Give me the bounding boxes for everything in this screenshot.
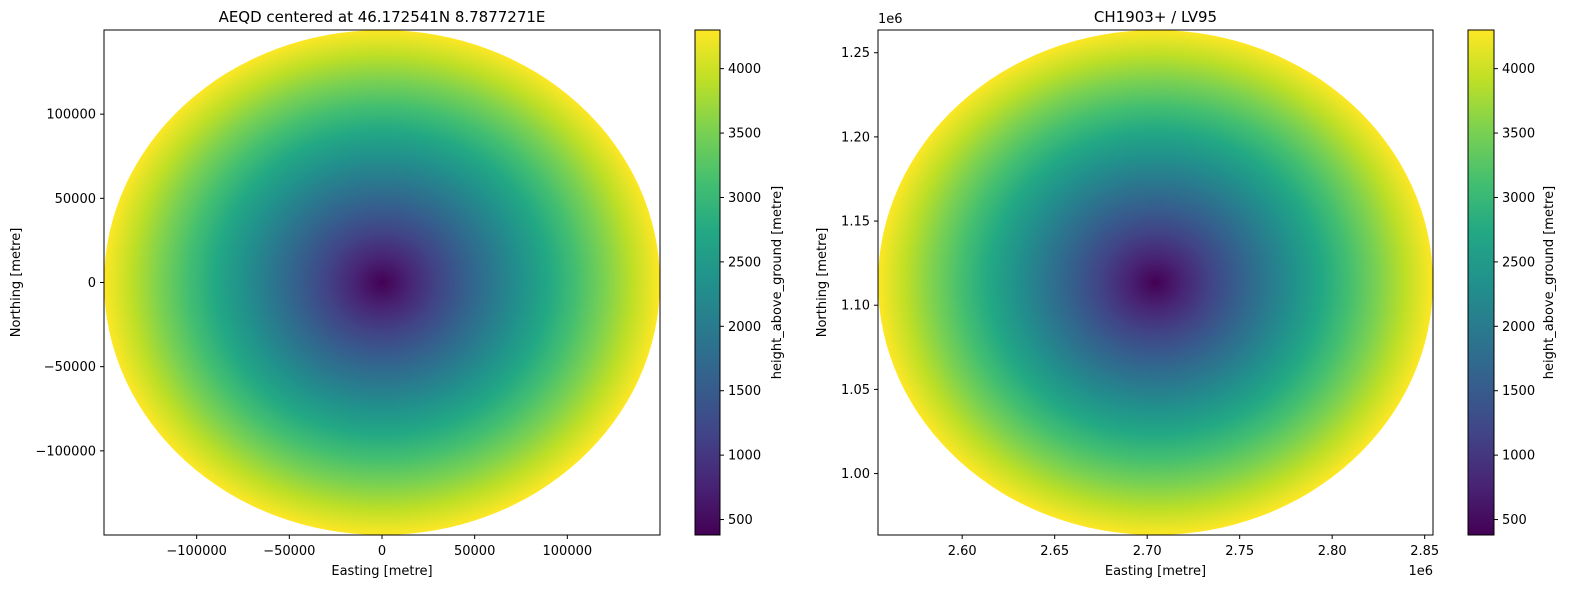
y-tick-label: −50000 [44, 360, 96, 375]
chart-panel-1: −100000 −50000 0 50000 100000 −100000 −50000 0 5… [9, 8, 785, 579]
x-tick-label: −50000 [263, 544, 315, 559]
colorbar-tick-label: 3000 [1502, 191, 1535, 206]
y-axis-label: Northing [metre] [815, 228, 830, 338]
y-axis-label: Northing [metre] [9, 228, 24, 338]
x-offset-label: 1e6 [1408, 564, 1433, 579]
colorbar-tick-label: 3500 [1502, 127, 1535, 142]
x-tick-label: 2.85 [1410, 544, 1439, 559]
colorbar-tick-label: 2500 [1502, 255, 1535, 270]
x-tick-label: −100000 [166, 544, 227, 559]
colorbar-tick-label: 1500 [728, 384, 761, 399]
chart-title: AEQD centered at 46.172541N 8.7877271E [219, 8, 546, 26]
colorbar-tick-label: 2000 [728, 320, 761, 335]
y-tick-label: 1.05 [841, 383, 870, 398]
x-tick-label: 50000 [454, 544, 495, 559]
colorbar-tick-label: 500 [1502, 513, 1527, 528]
colorbar-label: height_above_ground [metre] [770, 186, 785, 379]
height-field-disc [878, 30, 1433, 535]
colorbar-tick-label: 3500 [728, 127, 761, 142]
x-axis-label: Easting [metre] [1105, 564, 1206, 579]
colorbar-tick-label: 2000 [1502, 320, 1535, 335]
colorbar [694, 29, 721, 536]
colorbar-label: height_above_ground [metre] [1542, 186, 1557, 379]
chart-title: CH1903+ / LV95 [1094, 8, 1217, 26]
colorbar-tick-label: 4000 [1502, 62, 1535, 77]
plot-frame [877, 29, 1434, 536]
y-tick-label: 100000 [46, 108, 96, 123]
colorbar [1467, 29, 1495, 536]
x-tick-label: 2.75 [1225, 544, 1254, 559]
y-tick-label: 50000 [55, 192, 96, 207]
colorbar-tick-label: 2500 [728, 255, 761, 270]
colorbar-tick-label: 1000 [1502, 449, 1535, 464]
y-tick-label: 1.20 [841, 130, 870, 145]
x-axis-label: Easting [metre] [331, 564, 432, 579]
y-tick-label: 1.15 [841, 215, 870, 230]
chart-panel-2: 2.60 2.65 2.70 2.75 2.80 2.85 1.00 1.05 1.10 1.15… [815, 8, 1557, 579]
y-offset-label: 1e6 [878, 12, 903, 27]
colorbar-tick-label: 500 [728, 513, 753, 528]
y-tick-label: 1.25 [841, 46, 870, 61]
y-tick-label: 0 [88, 276, 96, 291]
x-tick-label: 2.60 [948, 544, 977, 559]
x-tick-label: 2.80 [1318, 544, 1347, 559]
x-tick-label: 2.70 [1133, 544, 1162, 559]
x-tick-label: 0 [378, 544, 386, 559]
height-field-disc [104, 30, 660, 535]
colorbar-tick-label: 1500 [1502, 384, 1535, 399]
y-tick-label: 1.10 [841, 299, 870, 314]
x-tick-label: 2.65 [1040, 544, 1069, 559]
colorbar-tick-label: 4000 [728, 62, 761, 77]
colorbar-tick-label: 3000 [728, 191, 761, 206]
x-tick-label: 100000 [543, 544, 593, 559]
y-tick-label: −100000 [35, 444, 96, 459]
y-tick-label: 1.00 [841, 467, 870, 482]
colorbar-tick-label: 1000 [728, 449, 761, 464]
